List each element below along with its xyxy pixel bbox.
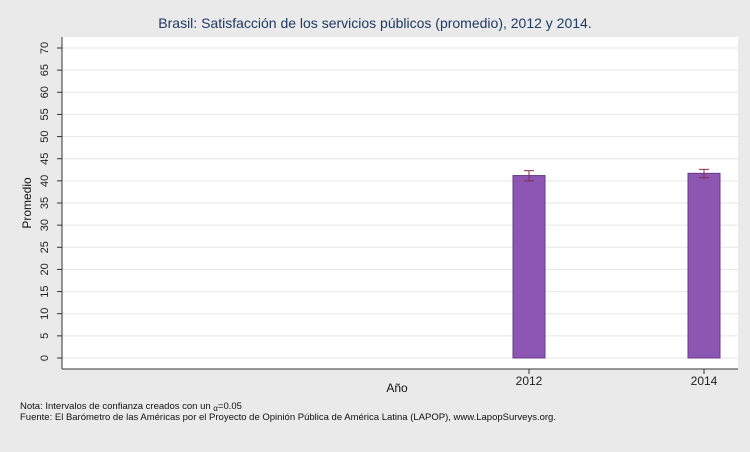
- y-tick-label: 55: [39, 108, 51, 120]
- note-prefix: Nota: Intervalos de confianza creados co…: [20, 401, 214, 412]
- x-tick-label: 2012: [516, 374, 543, 388]
- y-tick-label: 10: [39, 308, 51, 320]
- x-tick-label: 2014: [691, 374, 718, 388]
- y-tick-label: 5: [39, 333, 51, 339]
- y-tick-label: 25: [39, 241, 51, 253]
- y-tick-label: 50: [39, 130, 51, 142]
- source-note: Fuente: El Barómetro de las Américas por…: [20, 412, 556, 423]
- y-tick-label: 0: [39, 355, 51, 361]
- note-suffix: =0.05: [217, 401, 242, 412]
- y-tick-label: 40: [39, 175, 51, 187]
- y-tick-label: 15: [39, 285, 51, 297]
- y-tick-label: 35: [39, 197, 51, 209]
- confidence-note: Nota: Intervalos de confianza creados co…: [20, 401, 242, 413]
- x-axis-label: Año: [386, 381, 408, 395]
- bar: [687, 172, 721, 359]
- y-axis-label: Promedio: [20, 177, 34, 229]
- chart-title: Brasil: Satisfacción de los servicios pú…: [158, 15, 592, 31]
- y-tick-label: 30: [39, 219, 51, 231]
- note-alpha: α: [213, 404, 218, 413]
- y-tick-label: 20: [39, 263, 51, 275]
- y-tick-label: 65: [39, 64, 51, 76]
- y-tick-label: 70: [39, 42, 51, 54]
- y-tick-label: 60: [39, 86, 51, 98]
- y-tick-label: 45: [39, 153, 51, 165]
- bar: [512, 175, 546, 359]
